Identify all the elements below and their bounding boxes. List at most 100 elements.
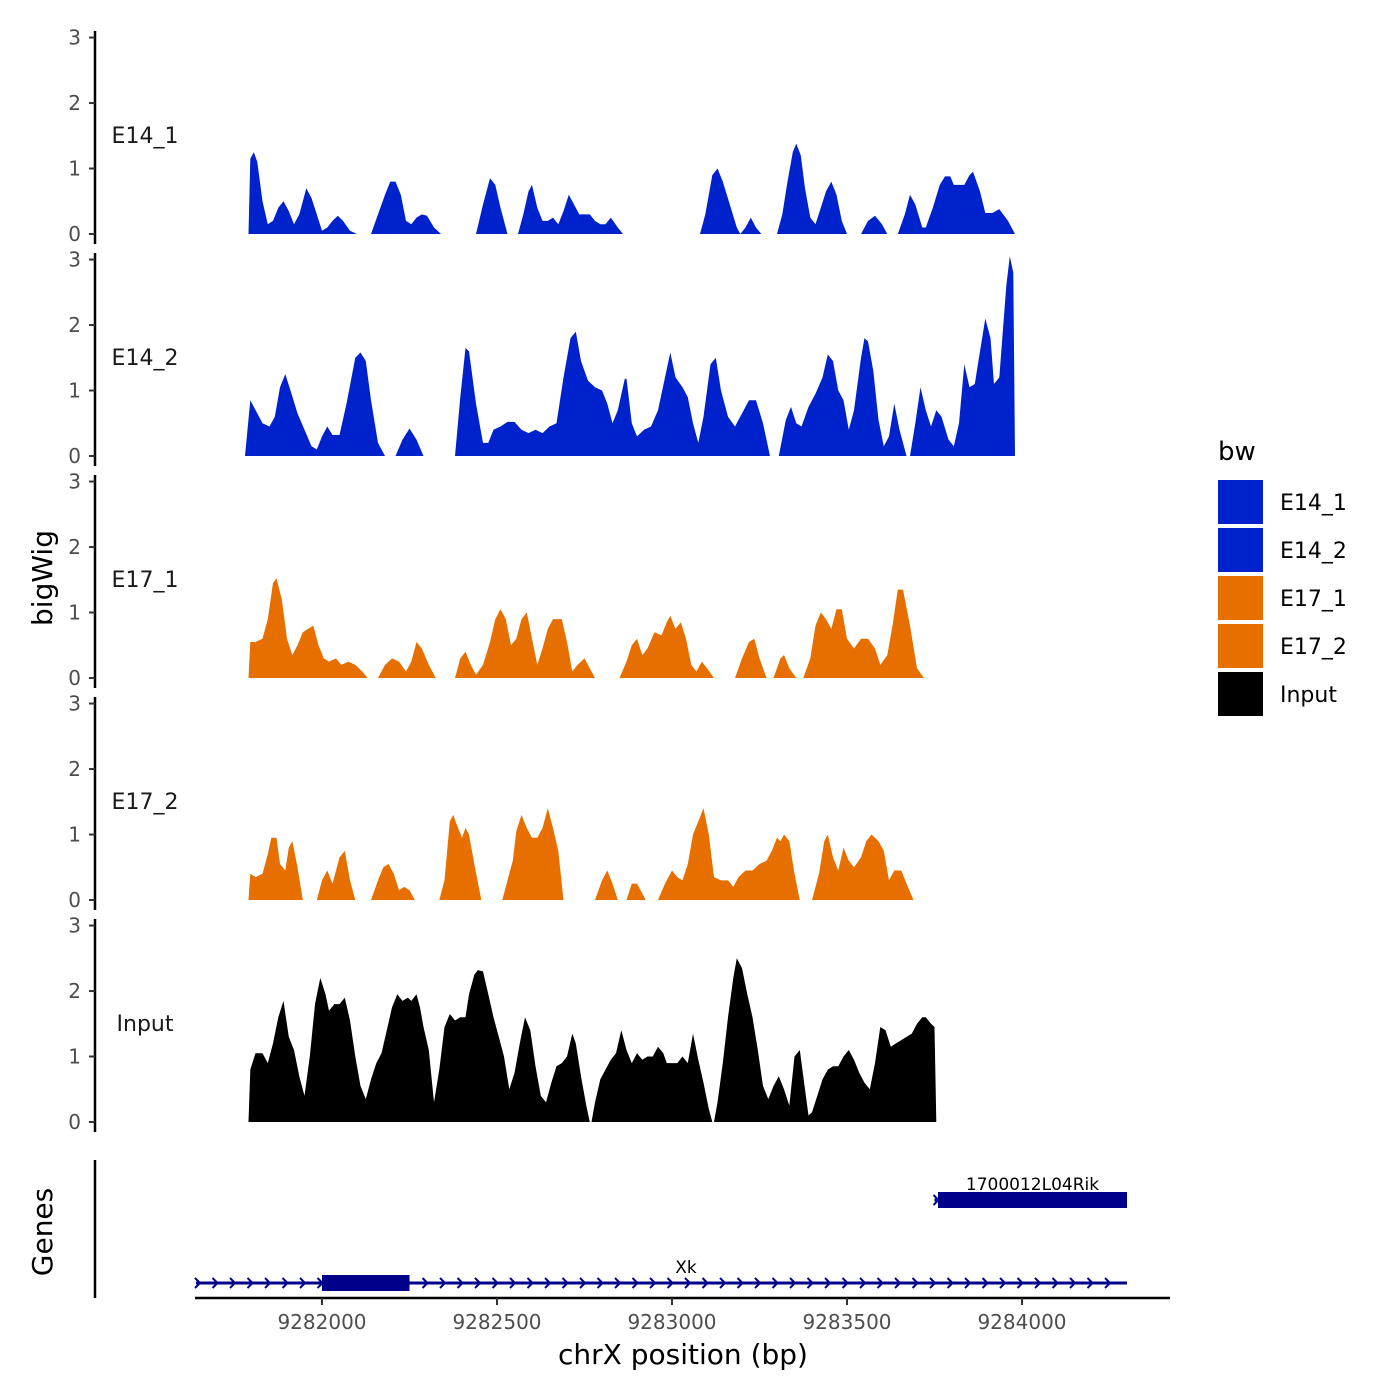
strand-chevron <box>841 1277 849 1289</box>
legend-label: E17_1 <box>1280 587 1347 612</box>
coverage-area <box>395 428 424 456</box>
strand-chevron <box>246 1277 254 1289</box>
strand-chevron <box>1034 1277 1042 1289</box>
strand-chevron <box>894 1277 902 1289</box>
genes-track: 1700012L04Rik Xk <box>93 1160 1127 1298</box>
strand-chevron <box>649 1277 657 1289</box>
x-tick-label: 9283000 <box>627 1310 716 1334</box>
strand-chevron <box>824 1277 832 1289</box>
track-label: Input <box>117 1012 174 1037</box>
coverage-area <box>518 184 623 234</box>
coverage-area <box>455 609 595 678</box>
track-E17_2: 0 1 2 3 E17_2 <box>68 692 914 912</box>
strand-chevron <box>631 1277 639 1289</box>
strand-chevron <box>911 1277 919 1289</box>
strand-chevron <box>666 1277 674 1289</box>
coverage-area <box>439 814 482 900</box>
coverage-area <box>248 970 590 1122</box>
y-tick-label: 0 <box>68 1110 81 1134</box>
legend-swatch <box>1218 624 1263 668</box>
track-Input: 0 1 2 3 Input <box>68 914 937 1134</box>
y-tick-label: 2 <box>68 757 81 781</box>
x-axis-title: chrX position (bp) <box>558 1338 808 1371</box>
legend: bw E14_1 E14_2 E17_1 E17_2 Input <box>1218 437 1347 716</box>
strand-chevron <box>719 1277 727 1289</box>
gene-1700012L04Rik: 1700012L04Rik <box>932 1175 1127 1208</box>
x-tick-label: 9283500 <box>802 1310 891 1334</box>
y-tick-label: 1 <box>68 601 81 625</box>
coverage-area <box>773 655 797 678</box>
coverage-area <box>371 864 415 900</box>
coverage-area <box>658 808 800 900</box>
track-label: E14_2 <box>112 346 179 371</box>
strand-chevron <box>806 1277 814 1289</box>
legend-swatch <box>1218 576 1263 620</box>
y-tick-label: 3 <box>68 914 81 938</box>
y-tick-label: 2 <box>68 535 81 559</box>
strand-chevron <box>596 1277 604 1289</box>
x-tick-label: 9284000 <box>977 1310 1066 1334</box>
gene-cds-block <box>322 1275 410 1291</box>
y-tick-label: 1 <box>68 379 81 403</box>
y-tick-label: 3 <box>68 470 81 494</box>
genes-axis-title: Genes <box>26 1188 59 1276</box>
strand-chevron <box>999 1277 1007 1289</box>
strand-chevron <box>281 1277 289 1289</box>
strand-chevron <box>754 1277 762 1289</box>
y-tick-label: 2 <box>68 91 81 115</box>
legend-label: E14_2 <box>1280 539 1347 564</box>
coverage-area <box>248 837 303 900</box>
gene-label: Xk <box>675 1258 697 1278</box>
coverage-area <box>248 152 357 234</box>
strand-chevron <box>211 1277 219 1289</box>
coverage-area <box>591 1030 713 1122</box>
strand-chevron <box>789 1277 797 1289</box>
coverage-area <box>248 578 368 678</box>
y-tick-label: 3 <box>68 692 81 716</box>
track-label: E17_2 <box>112 790 179 815</box>
coverage-area <box>371 181 441 234</box>
strand-chevron <box>299 1277 307 1289</box>
gene-Xk: Xk <box>194 1258 1127 1291</box>
tracks-layer: 0 1 2 3 E14_1 0 1 2 3 E14_2 0 1 2 3 E17_1 0 1 2 3 E17_2 0 1 2 3… <box>68 26 1015 1134</box>
coverage-area <box>910 256 1015 456</box>
strand-chevron <box>491 1277 499 1289</box>
coverage-area <box>812 834 914 900</box>
coverage-area <box>619 615 714 678</box>
track-label: E14_1 <box>112 124 179 149</box>
strand-chevron <box>421 1277 429 1289</box>
y-tick-label: 2 <box>68 313 81 337</box>
strand-chevron <box>1051 1277 1059 1289</box>
strand-chevron <box>1086 1277 1094 1289</box>
strand-chevron <box>474 1277 482 1289</box>
strand-chevron <box>981 1277 989 1289</box>
gene-label: 1700012L04Rik <box>966 1175 1099 1195</box>
strand-chevron <box>964 1277 972 1289</box>
legend-swatch <box>1218 528 1263 572</box>
y-tick-label: 0 <box>68 444 81 468</box>
coverage-area <box>803 589 924 678</box>
track-E14_2: 0 1 2 3 E14_2 <box>68 248 1015 468</box>
x-tick-label: 9282000 <box>277 1310 366 1334</box>
track-E17_1: 0 1 2 3 E17_1 <box>68 470 924 690</box>
coverage-area <box>626 883 646 900</box>
coverage-area <box>861 215 888 234</box>
legend-swatch <box>1218 480 1263 524</box>
strand-chevron <box>264 1277 272 1289</box>
strand-chevron <box>614 1277 622 1289</box>
legend-swatch <box>1218 672 1263 716</box>
strand-chevron <box>1069 1277 1077 1289</box>
strand-chevron <box>561 1277 569 1289</box>
coverage-area <box>735 638 767 678</box>
coverage-area <box>455 331 770 456</box>
strand-chevron <box>684 1277 692 1289</box>
strand-chevron <box>946 1277 954 1289</box>
strand-chevron <box>509 1277 517 1289</box>
strand-chevron <box>701 1277 709 1289</box>
strand-chevron <box>929 1277 937 1289</box>
x-axis: 9282000 9282500 9283000 9283500 9284000 <box>195 1296 1170 1334</box>
coverage-area <box>476 178 508 234</box>
coverage-area <box>595 870 618 900</box>
gene-cds-block <box>938 1192 1127 1208</box>
